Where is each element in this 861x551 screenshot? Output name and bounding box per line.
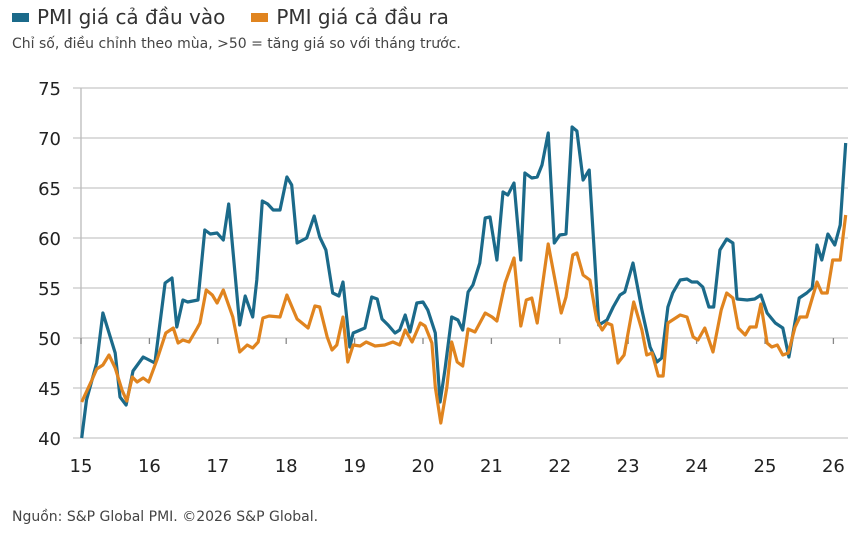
x-tick-label: 22 [548,456,571,477]
legend-item-input-prices: PMI giá cả đầu vào [12,5,225,29]
x-tick-label: 21 [480,456,503,477]
legend-label-output: PMI giá cả đầu ra [276,5,449,29]
y-tick-label: 75 [38,79,61,100]
series-line-input-prices [80,125,848,439]
x-tick-label: 18 [275,456,298,477]
x-tick-label: 16 [138,456,161,477]
x-tick-label: 23 [617,456,640,477]
legend-label-input: PMI giá cả đầu vào [37,5,226,29]
legend: PMI giá cả đầu vào PMI giá cả đầu ra [12,5,475,29]
x-tick-label: 26 [822,456,845,477]
x-tick-label: 24 [685,456,708,477]
y-tick-label: 60 [38,229,61,250]
x-tick-label: 25 [754,456,777,477]
source-note: Nguồn: S&P Global PMI. ©2026 S&P Global. [12,509,319,525]
y-tick-label: 50 [38,329,61,350]
chart-subtitle: Chỉ số, điều chỉnh theo mùa, >50 = tăng … [12,36,461,52]
legend-swatch-output [251,12,269,22]
series-line-output-prices [80,214,848,425]
legend-swatch-input [12,12,29,22]
y-tick-label: 55 [38,279,61,300]
y-tick-label: 45 [38,379,61,400]
y-tick-label: 65 [38,179,61,200]
y-tick-label: 70 [38,129,61,150]
x-tick-label: 19 [343,456,366,477]
x-tick-label: 17 [206,456,229,477]
x-tick-label: 15 [70,456,93,477]
x-tick-label: 20 [412,456,435,477]
y-tick-label: 40 [38,429,61,450]
legend-item-output-prices: PMI giá cả đầu ra [251,5,449,29]
